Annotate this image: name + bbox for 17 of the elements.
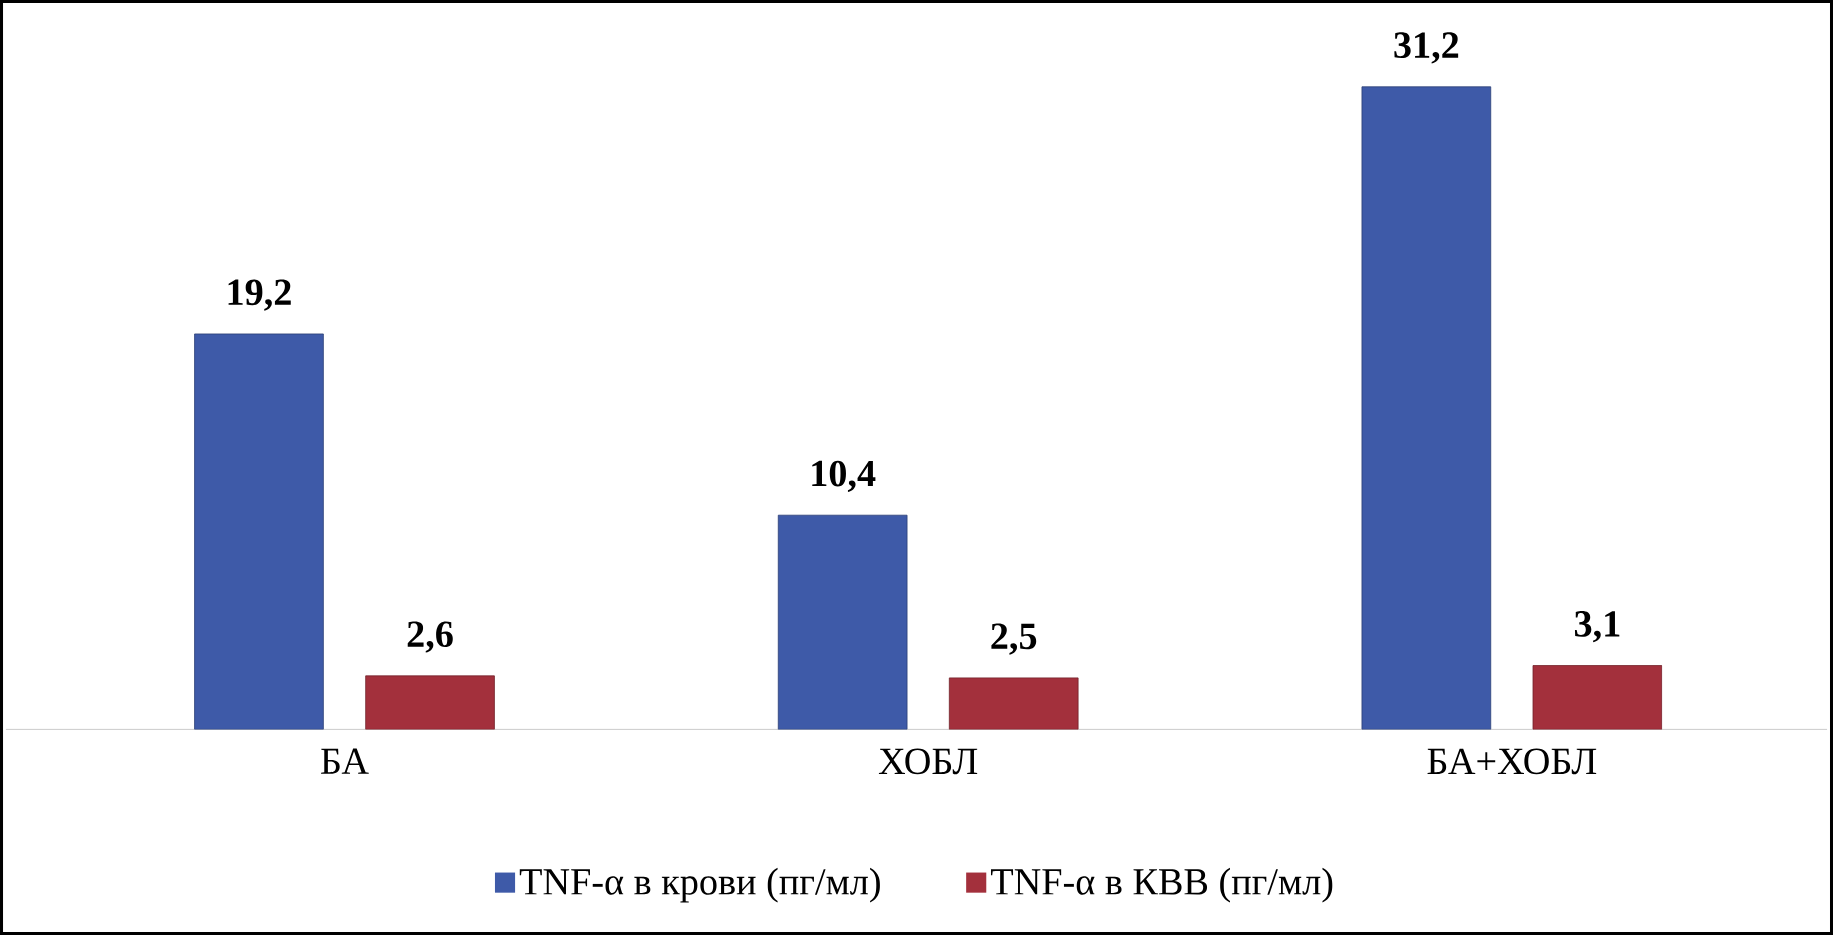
legend-label: TNF-α в крови (пг/мл) [519, 867, 880, 903]
legend-label: TNF-α в КВВ (пг/мл) [991, 867, 1333, 903]
bar [365, 675, 495, 730]
x-tick-label: ХОБЛ [878, 748, 978, 775]
data-label: 31,2 [1394, 32, 1459, 64]
bar [1532, 665, 1663, 730]
bar [194, 333, 324, 730]
data-label: 3,1 [1574, 611, 1620, 643]
bar [777, 514, 908, 730]
data-label: 2,6 [407, 621, 453, 653]
bar [1361, 86, 1492, 730]
data-label: 19,2 [228, 279, 291, 311]
data-label: 2,5 [991, 623, 1037, 655]
bar [948, 677, 1079, 730]
x-tick-label: БА+ХОБЛ [1427, 748, 1597, 775]
data-label: 10,4 [812, 460, 876, 492]
x-tick-label: БА [321, 748, 369, 774]
